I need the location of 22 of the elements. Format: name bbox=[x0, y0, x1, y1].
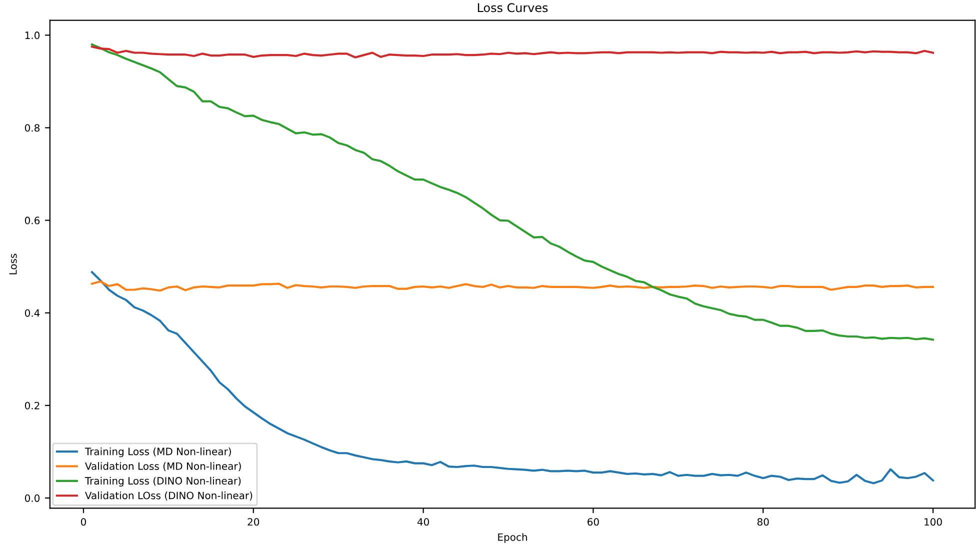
x-tick-label: 80 bbox=[757, 518, 769, 526]
legend-label: Validation Loss (MD Non-linear) bbox=[85, 462, 241, 472]
y-axis-title: Loss bbox=[9, 254, 17, 274]
x-tick-label: 60 bbox=[588, 518, 599, 526]
x-tick-label: 0 bbox=[80, 518, 86, 526]
legend-label: Validation LOss (DINO Non-linear) bbox=[85, 492, 252, 500]
y-tick-label: 1.0 bbox=[25, 32, 40, 40]
x-tick-label: 20 bbox=[248, 518, 260, 526]
y-tick-label: 0.0 bbox=[24, 494, 40, 502]
y-tick-label: 0.8 bbox=[24, 124, 40, 132]
legend-label: Training Loss (MD Non-linear) bbox=[84, 447, 231, 458]
line-series bbox=[90, 43, 934, 341]
chart-title: Loss Curves bbox=[478, 3, 548, 12]
line-series bbox=[90, 280, 934, 292]
x-axis-title: Epoch bbox=[498, 533, 527, 543]
x-tick-label: 100 bbox=[924, 518, 942, 526]
legend-label: Training Loss (DINO Non-linear) bbox=[84, 476, 241, 487]
x-tick-label: 40 bbox=[417, 518, 430, 526]
line-series bbox=[90, 46, 934, 58]
y-tick-label: 0.2 bbox=[24, 402, 40, 410]
y-tick-label: 0.4 bbox=[24, 309, 40, 317]
y-tick-label: 0.6 bbox=[24, 216, 40, 224]
